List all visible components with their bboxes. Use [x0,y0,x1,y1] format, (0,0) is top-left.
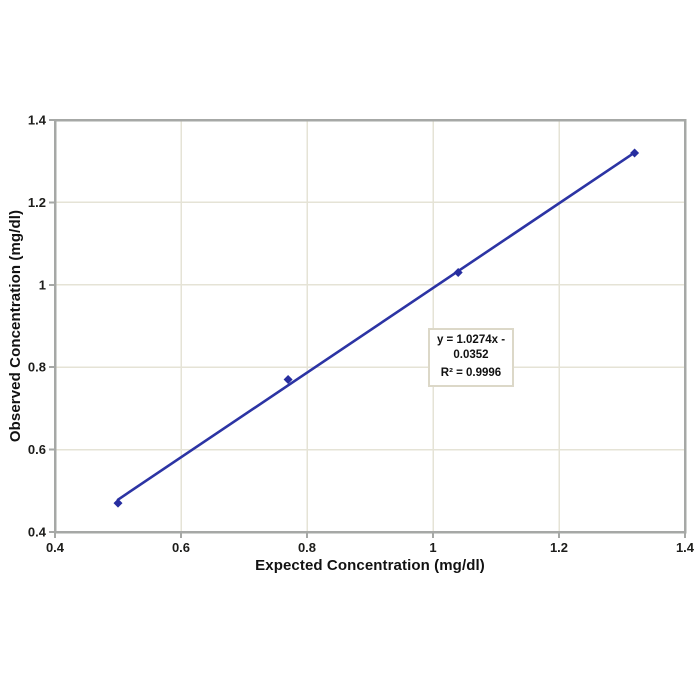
x-tick-label: 1 [429,540,436,555]
data-point-marker [630,148,640,158]
trendline [116,151,636,501]
y-tick-label: 0.4 [28,525,47,540]
y-tick-label: 0.8 [28,360,46,375]
y-tick-label: 0.6 [28,442,46,457]
x-axis-title: Expected Concentration (mg/dl) [255,557,485,574]
trendline-equation-box: y = 1.0274x - 0.0352 R² = 0.9996 [428,328,514,387]
data-point-marker [283,375,293,385]
y-tick-label: 1.2 [28,195,46,210]
r-squared-label: R² = 0.9996 [440,366,502,379]
data-point-marker [113,498,123,508]
x-tick-label: 1.2 [550,540,568,555]
y-tick-label: 1.4 [28,113,47,128]
data-point-marker [453,267,463,277]
equation-line-1: y = 1.0274x - [436,334,506,346]
x-tick-label: 0.8 [298,540,316,555]
x-tick-label: 1.4 [676,540,695,555]
x-tick-label: 0.4 [46,540,65,555]
x-tick-label: 0.6 [172,540,190,555]
y-tick-label: 1 [39,277,46,292]
equation-line-2: 0.0352 [453,348,489,361]
y-axis-title: Observed Concentration (mg/dl) [7,209,24,443]
plot-border [53,118,687,534]
